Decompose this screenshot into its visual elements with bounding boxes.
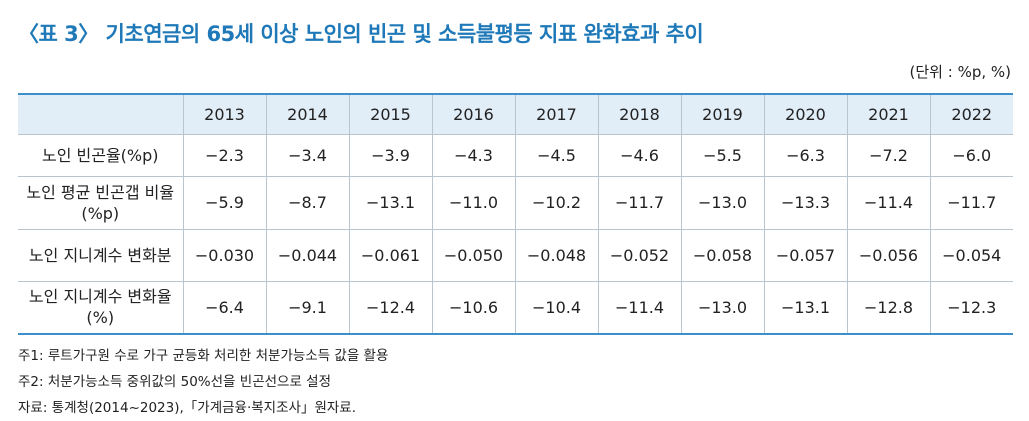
note: 주1: 루트가구원 수로 가구 균등화 처리한 처분가능소득 값을 활용 <box>18 348 389 364</box>
title: 〈표 3〉 기초연금의 65세 이상 노인의 빈곤 및 소득불평등 지표 완화효… <box>18 22 704 46</box>
cell: −0.052 <box>597 229 681 282</box>
cell: −0.058 <box>680 229 764 282</box>
table-row: 노인 지니계수 변화분 −0.030 −0.044 −0.061 −0.050 −0.04… <box>18 229 1013 282</box>
cell: −12.8 <box>846 281 930 335</box>
table-row: 노인 빈곤율(%p) −2.3 −3.4 −3.9 −4.3 −4.5 −4.6 −5.5 −6… <box>18 134 1013 177</box>
column-header: 2013 <box>182 94 266 135</box>
table-body: 노인 빈곤율(%p) −2.3 −3.4 −3.9 −4.3 −4.5 −4.6 −5.5 −6… <box>18 134 1013 335</box>
cell: −3.4 <box>265 134 349 177</box>
column-header: 2021 <box>846 94 930 135</box>
column-header: 2015 <box>348 94 432 135</box>
cell: −6.3 <box>763 134 847 177</box>
note: 자료: 통계청(2014~2023),「가계금융·복지조사」원자료. <box>18 400 356 416</box>
cell: −11.4 <box>597 281 681 335</box>
cell: −4.6 <box>597 134 681 177</box>
cell: −6.0 <box>929 134 1013 177</box>
cell: −12.3 <box>929 281 1013 335</box>
column-header: 2019 <box>680 94 764 135</box>
row-label: 노인 지니계수 변화율(%) <box>18 281 183 335</box>
cell: −4.3 <box>431 134 515 177</box>
cell: −0.030 <box>182 229 266 282</box>
column-header: 2016 <box>431 94 515 135</box>
column-header: 2017 <box>514 94 598 135</box>
unit: (단위 : %p, %) <box>909 63 1011 81</box>
column-header: 2014 <box>265 94 349 135</box>
cell: −13.0 <box>680 281 764 335</box>
cell: −9.1 <box>265 281 349 335</box>
cell: −2.3 <box>182 134 266 177</box>
cell: −3.9 <box>348 134 432 177</box>
cell: −0.044 <box>265 229 349 282</box>
cell: −4.5 <box>514 134 598 177</box>
row-label: 노인 빈곤율(%p) <box>18 134 183 177</box>
column-header: 2022 <box>929 94 1013 135</box>
cell: −11.0 <box>431 176 515 230</box>
cell: −0.048 <box>514 229 598 282</box>
row-label: 노인 지니계수 변화분 <box>18 229 183 282</box>
cell: −12.4 <box>348 281 432 335</box>
cell: −13.3 <box>763 176 847 230</box>
cell: −0.061 <box>348 229 432 282</box>
cell: −10.2 <box>514 176 598 230</box>
row-label: 노인 평균 빈곤갭 비율(%p) <box>18 176 183 230</box>
cell: −0.057 <box>763 229 847 282</box>
cell: −13.1 <box>348 176 432 230</box>
cell: −0.050 <box>431 229 515 282</box>
table: 2013 2014 2015 2016 2017 2018 2019 2020 2021 2022… <box>18 93 1013 335</box>
table-row: 노인 지니계수 변화율(%) −6.4 −9.1 −12.4 −10.6 −10.4 −11… <box>18 281 1013 335</box>
cell: −11.7 <box>929 176 1013 230</box>
cell: −10.6 <box>431 281 515 335</box>
header-row: 2013 2014 2015 2016 2017 2018 2019 2020 2021 2022 <box>18 94 1013 135</box>
column-header: 2020 <box>763 94 847 135</box>
corner-cell <box>18 94 183 135</box>
table-head: 2013 2014 2015 2016 2017 2018 2019 2020 2021 2022 <box>18 94 1013 135</box>
cell: −6.4 <box>182 281 266 335</box>
cell: −0.056 <box>846 229 930 282</box>
column-header: 2018 <box>597 94 681 135</box>
cell: −5.9 <box>182 176 266 230</box>
cell: −10.4 <box>514 281 598 335</box>
cell: −7.2 <box>846 134 930 177</box>
cell: −11.7 <box>597 176 681 230</box>
cell: −11.4 <box>846 176 930 230</box>
cell: −5.5 <box>680 134 764 177</box>
cell: −13.0 <box>680 176 764 230</box>
note: 주2: 처분가능소득 중위값의 50%선을 빈곤선으로 설정 <box>18 374 331 390</box>
cell: −0.054 <box>929 229 1013 282</box>
cell: −13.1 <box>763 281 847 335</box>
cell: −8.7 <box>265 176 349 230</box>
table-row: 노인 평균 빈곤갭 비율(%p) −5.9 −8.7 −13.1 −11.0 −10.2−… <box>18 176 1013 230</box>
